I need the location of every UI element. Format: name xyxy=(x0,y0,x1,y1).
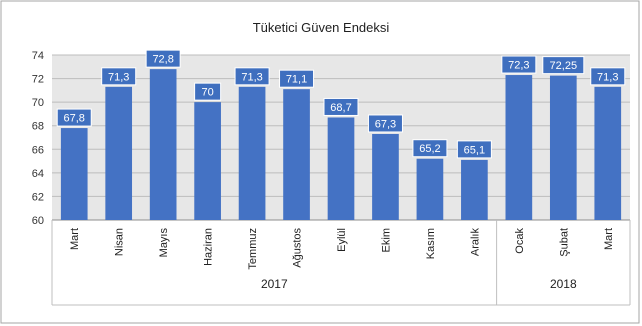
x-tick-label: Mayıs xyxy=(158,228,170,258)
data-label-box xyxy=(234,67,270,86)
x-tick-label: Aralık xyxy=(469,228,481,257)
data-label-box xyxy=(367,114,403,133)
bar xyxy=(149,69,177,221)
y-tick-label: 72 xyxy=(32,74,44,86)
data-label-box xyxy=(279,69,315,88)
year-group-label: 2017 xyxy=(261,277,288,291)
x-tick-label: Kasım xyxy=(425,228,437,259)
data-label-box xyxy=(590,67,626,86)
y-tick-label: 68 xyxy=(32,121,44,133)
x-tick-label: Ekim xyxy=(380,228,392,252)
bar xyxy=(416,158,444,220)
data-label: 67,3 xyxy=(375,118,396,130)
data-label-box xyxy=(145,49,181,68)
y-tick-label: 62 xyxy=(32,191,44,203)
data-label-box xyxy=(501,55,537,74)
data-label-box xyxy=(194,82,222,101)
data-label-box xyxy=(101,67,137,86)
bar xyxy=(327,117,355,220)
data-label-box xyxy=(456,140,492,159)
data-label: 71,3 xyxy=(597,71,618,83)
data-label: 72,25 xyxy=(550,60,578,72)
x-tick-label: Eylül xyxy=(336,228,348,252)
bar xyxy=(594,86,622,220)
data-label: 65,1 xyxy=(464,144,485,156)
data-label: 68,7 xyxy=(330,102,351,114)
data-label: 65,2 xyxy=(419,143,440,155)
data-label: 72,8 xyxy=(152,54,173,66)
x-tick-label: Mart xyxy=(603,228,615,250)
y-tick-label: 66 xyxy=(32,144,44,156)
year-group-label: 2018 xyxy=(550,277,577,291)
data-label-box xyxy=(542,56,585,75)
data-label-box xyxy=(412,139,448,158)
y-tick-label: 64 xyxy=(32,168,44,180)
data-label: 71,3 xyxy=(108,71,129,83)
bar xyxy=(372,133,399,220)
x-tick-label: Nisan xyxy=(114,228,126,256)
data-label-box xyxy=(323,97,359,116)
data-label: 71,1 xyxy=(286,74,307,86)
data-label-box xyxy=(56,108,92,127)
bar xyxy=(238,86,266,220)
x-tick-label: Ocak xyxy=(514,228,526,254)
data-label: 67,8 xyxy=(64,113,85,125)
data-label: 72,3 xyxy=(508,60,529,72)
bar xyxy=(505,75,533,221)
x-tick-label: Haziran xyxy=(203,228,215,266)
bar xyxy=(105,86,133,220)
y-tick-label: 74 xyxy=(32,50,44,62)
data-label: 70 xyxy=(201,87,213,99)
x-tick-label: Temmuz xyxy=(247,228,259,270)
bar xyxy=(549,75,577,220)
y-tick-label: 70 xyxy=(32,97,44,109)
x-tick-label: Ağustos xyxy=(292,228,304,268)
bar xyxy=(60,128,88,220)
y-tick-label: 60 xyxy=(32,215,44,227)
chart-title: Tüketici Güven Endeksi xyxy=(253,20,390,35)
x-tick-label: Şubat xyxy=(558,228,570,257)
data-label: 71,3 xyxy=(241,71,262,83)
bar xyxy=(283,89,310,220)
x-tick-label: Mart xyxy=(69,228,81,250)
bar xyxy=(194,102,221,220)
bar xyxy=(461,159,488,220)
